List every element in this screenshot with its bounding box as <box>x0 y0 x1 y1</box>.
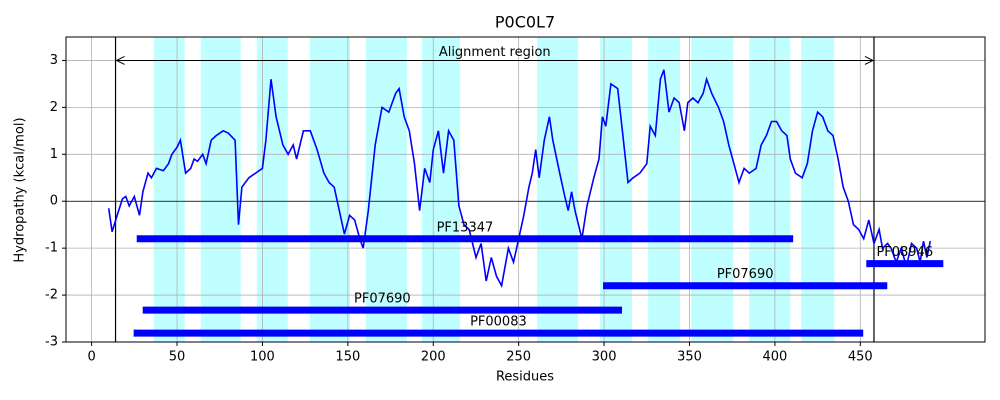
x-tick-label: 350 <box>677 350 702 365</box>
y-tick-label: 0 <box>50 194 58 209</box>
y-tick-label: 1 <box>50 147 58 162</box>
domain-label: PF07690 <box>717 267 774 282</box>
chart-title: P0C0L7 <box>495 13 555 32</box>
tm-region <box>691 37 734 342</box>
x-tick-label: 50 <box>169 350 186 365</box>
x-tick-label: 150 <box>335 350 360 365</box>
x-tick-label: 200 <box>421 350 446 365</box>
tm-region <box>648 37 681 342</box>
hydropathy-line <box>107 69 932 289</box>
domain-label: PF13347 <box>437 220 494 235</box>
y-tick-label: -2 <box>45 288 58 303</box>
tm-region <box>153 37 185 342</box>
y-tick-label: 2 <box>50 100 58 115</box>
tm-region <box>749 37 791 342</box>
tm-region <box>599 37 633 342</box>
plot-frame <box>65 36 986 343</box>
x-tick-label: 100 <box>250 350 275 365</box>
domain-label: PF00083 <box>470 315 527 330</box>
x-tick-label: 0 <box>87 350 95 365</box>
x-tick-label: 450 <box>848 350 873 365</box>
y-tick-label: -3 <box>45 335 58 350</box>
x-tick-label: 250 <box>506 350 531 365</box>
x-tick-label: 400 <box>762 350 787 365</box>
tm-region <box>421 37 460 342</box>
domain-label: PF07690 <box>354 292 411 307</box>
tm-region <box>365 37 407 342</box>
tm-region <box>200 37 241 342</box>
y-tick-label: 3 <box>50 53 58 68</box>
tm-region <box>801 37 835 342</box>
x-axis-label: Residues <box>496 370 554 385</box>
tm-region <box>309 37 350 342</box>
alignment-label: Alignment region <box>439 45 551 60</box>
y-axis-label: Hydropathy (kcal/mol) <box>13 117 28 262</box>
tm-region <box>536 37 579 342</box>
x-tick-label: 300 <box>592 350 617 365</box>
y-tick-label: -1 <box>45 241 58 256</box>
domain-label: PF08946 <box>876 245 933 260</box>
